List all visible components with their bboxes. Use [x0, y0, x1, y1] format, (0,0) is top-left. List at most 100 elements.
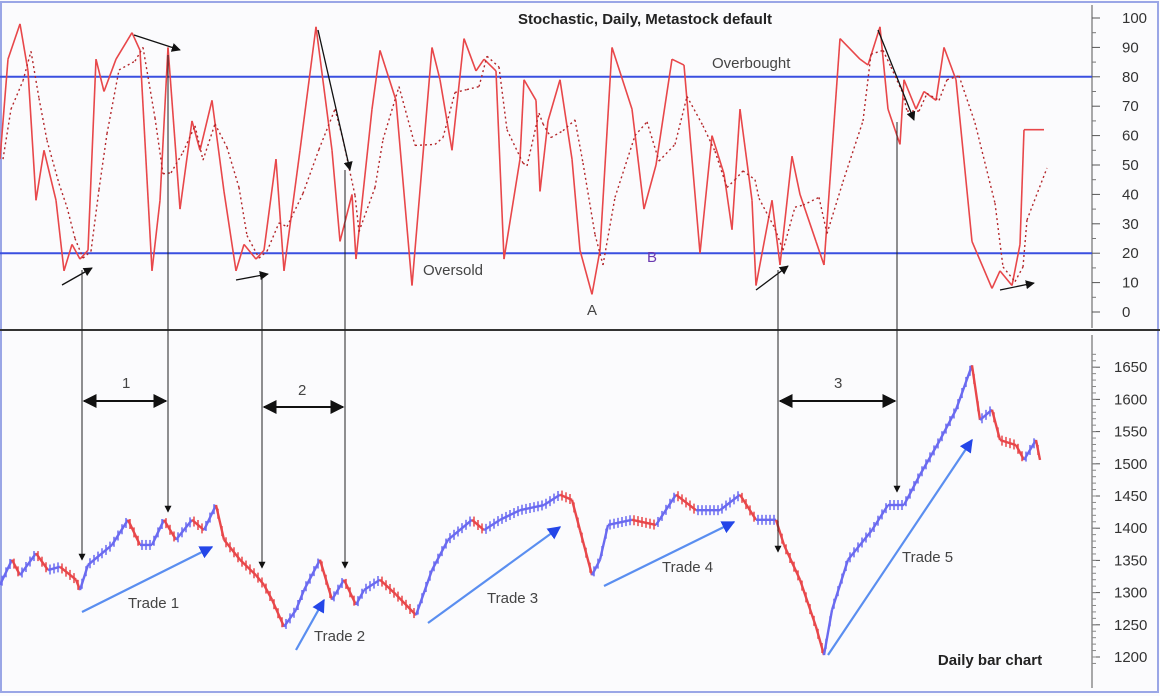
stoch-k-segment — [395, 100, 413, 286]
stoch-d-segment — [614, 135, 636, 198]
stoch-k-segment — [751, 200, 757, 286]
stoch-k-segment — [599, 47, 613, 251]
stoch-d-segment — [926, 92, 940, 101]
stoch-d-segment — [946, 75, 960, 81]
stoch-d-segment — [2, 109, 12, 160]
stoch-k-segment — [887, 108, 901, 145]
stoch-k-segment — [771, 200, 781, 266]
stoch-k-segment — [671, 58, 685, 66]
stoch-k-segment — [571, 159, 581, 251]
stoch-k-segment — [839, 38, 861, 60]
y-tick-label: 1450 — [1114, 488, 1147, 505]
interval-label-1: 1 — [122, 375, 130, 392]
arrow-icon — [235, 271, 269, 281]
stoch-k-segment — [63, 244, 73, 272]
interval-label-3: 3 — [834, 375, 842, 392]
stoch-k-segment — [255, 249, 265, 260]
stoch-k-segment — [351, 194, 357, 260]
y-tick-label: 1600 — [1114, 391, 1147, 408]
stoch-d-segment — [374, 139, 384, 188]
stoch-d-segment — [82, 250, 92, 259]
stoch-d-segment — [602, 197, 616, 266]
stoch-d-segment — [38, 98, 48, 141]
stoch-k-segment — [439, 79, 453, 151]
y-tick-label: 30 — [1122, 216, 1139, 233]
point-label-a: A — [587, 302, 597, 319]
y-tick-label: 1300 — [1114, 585, 1147, 602]
y-tick-label: 1250 — [1114, 617, 1147, 634]
stoch-d-segment — [246, 235, 260, 259]
stoch-k-segment — [799, 194, 817, 242]
stoch-d-segment — [1026, 167, 1048, 221]
stoch-d-segment — [142, 47, 156, 119]
stoch-k-segment — [523, 79, 537, 101]
arrow-icon — [999, 280, 1035, 291]
stoch-k-segment — [915, 91, 925, 110]
stoch-d-segment — [1022, 219, 1028, 267]
stoch-d-segment — [478, 56, 488, 87]
stoch-d-segment — [646, 121, 660, 162]
stoch-d-segment — [258, 250, 268, 259]
stoch-k-segment — [151, 200, 161, 271]
stoch-d-segment — [170, 151, 184, 174]
stoch-k-series — [0, 23, 1044, 295]
stoch-title: Stochastic, Daily, Metastock default — [518, 11, 772, 28]
stoch-d-segment — [938, 79, 948, 101]
stoch-k-segment — [379, 50, 397, 101]
price-segment — [354, 589, 366, 606]
stoch-k-segment — [999, 270, 1013, 287]
y-tick-label: 90 — [1122, 39, 1139, 56]
stoch-k-segment — [235, 244, 245, 272]
stoch-k-segment — [591, 250, 601, 295]
stoch-d-segment — [454, 88, 468, 94]
stoch-k-segment — [899, 79, 905, 145]
stoch-k-segment — [339, 194, 353, 242]
y-tick-label: 100 — [1122, 10, 1147, 27]
stoch-k-segment — [179, 120, 193, 210]
stoch-d-segment — [74, 238, 84, 259]
stoch-k-segment — [43, 150, 57, 201]
stoch-d-segment — [862, 54, 872, 121]
stoch-d-segment — [826, 181, 844, 234]
stoch-d-segment — [794, 204, 804, 208]
price-segment — [590, 559, 602, 576]
point-label-b: B — [647, 249, 657, 266]
arrow-icon — [61, 267, 93, 286]
stoch-k-segment — [611, 47, 633, 110]
stoch-d-segment — [278, 222, 288, 228]
stoch-k-segment — [1019, 129, 1025, 245]
stoch-k-segment — [943, 47, 957, 81]
stoch-d-segment — [754, 179, 760, 199]
price-segment — [255, 574, 265, 586]
stoch-d-segment — [226, 147, 240, 188]
stoch-k-segment — [355, 109, 373, 260]
price-segment — [847, 529, 873, 561]
stoch-d-series — [2, 47, 1048, 283]
stoch-d-segment — [902, 93, 908, 112]
stoch-k-segment — [791, 156, 801, 195]
stoch-k-segment — [935, 47, 945, 101]
price-title: Daily bar chart — [938, 652, 1042, 669]
trade-label-3: Trade 3 — [487, 590, 538, 607]
stoch-d-segment — [318, 108, 336, 150]
stoch-d-segment — [562, 119, 576, 132]
stoch-k-segment — [955, 79, 973, 242]
stoch-k-segment — [643, 164, 657, 210]
stoch-k-segment — [115, 32, 133, 60]
overbought-label: Overbought — [712, 55, 791, 72]
stoch-k-segment — [655, 59, 673, 166]
stoch-k-segment — [631, 109, 645, 210]
stoch-k-segment — [371, 50, 381, 110]
trade-arrows — [81, 438, 973, 656]
trade-arrow-5 — [827, 438, 973, 656]
price-segment — [447, 518, 473, 541]
stoch-k-segment — [35, 150, 45, 201]
arrow-icon — [133, 34, 181, 52]
stoch-d-segment — [90, 189, 100, 252]
stoch-d-segment — [974, 122, 996, 204]
stoch-k-segment — [19, 23, 29, 72]
price-segment — [814, 626, 826, 656]
y-tick-label: 1350 — [1114, 552, 1147, 569]
stoch-k-segment — [859, 58, 869, 66]
